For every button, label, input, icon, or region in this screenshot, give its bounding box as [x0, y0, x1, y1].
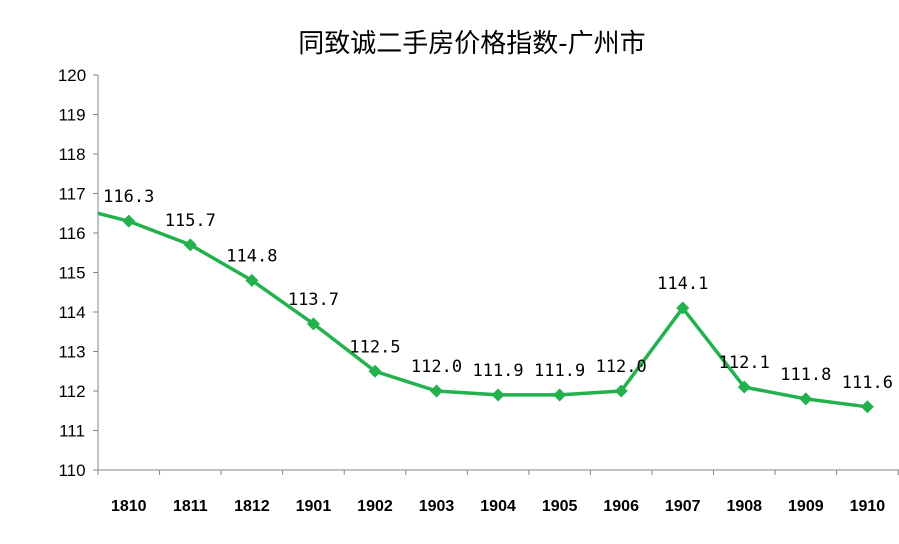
data-point-marker: [860, 400, 874, 414]
data-label: 114.1: [657, 274, 708, 294]
data-label: 114.8: [226, 246, 277, 266]
x-tick-label: 1905: [542, 498, 578, 515]
series-layer: [97, 211, 874, 414]
axes: [93, 74, 899, 475]
y-tick-label: 111: [59, 422, 85, 441]
data-point-marker: [676, 301, 690, 315]
data-label: 111.8: [780, 365, 831, 385]
data-label: 112.0: [411, 357, 462, 377]
data-point-marker: [430, 384, 444, 398]
data-label: 113.7: [288, 290, 339, 310]
data-label: 112.5: [349, 337, 400, 357]
x-tick-label: 1910: [850, 498, 886, 515]
x-tick-label: 1907: [665, 498, 701, 515]
y-tick-label: 118: [58, 145, 85, 164]
chart-title: 同致诚二手房价格指数-广州市: [298, 29, 645, 59]
x-tick-label: 1903: [419, 498, 455, 515]
data-point-marker: [122, 214, 136, 228]
data-point-marker: [183, 238, 197, 252]
x-tick-label: 1811: [173, 498, 208, 515]
x-tick-label: 1901: [296, 498, 332, 515]
y-tick-label: 115: [58, 264, 85, 283]
series-line: [97, 211, 868, 409]
data-label: 111.9: [534, 361, 585, 381]
x-tick-label: 1812: [234, 498, 270, 515]
data-label: 115.7: [165, 211, 216, 231]
data-point-marker: [245, 273, 259, 287]
data-point-marker: [737, 380, 751, 394]
y-tick-label: 110: [58, 461, 85, 480]
y-tick-label: 120: [58, 66, 86, 85]
y-tick-label: 119: [58, 106, 85, 125]
data-point-marker: [491, 388, 505, 402]
x-tick-label: 1909: [788, 498, 824, 515]
x-tick-label: 1810: [111, 498, 147, 515]
data-label: 112.1: [719, 353, 770, 373]
tick-labels: 110 111 112 113 114 115 116 117 118 119 120 1810 181…: [58, 66, 885, 515]
data-point-marker: [799, 392, 813, 406]
data-label: 112.0: [596, 357, 647, 377]
x-tick-label: 1902: [357, 498, 393, 515]
data-point-marker: [553, 388, 567, 402]
data-point-marker: [368, 364, 382, 378]
data-point-marker: [614, 384, 628, 398]
y-tick-label: 116: [58, 224, 85, 243]
y-tick-label: 114: [58, 303, 85, 322]
x-tick-label: 1908: [726, 498, 762, 515]
data-label: 116.3: [103, 187, 154, 207]
data-point-marker: [306, 317, 320, 331]
y-tick-label: 112: [58, 382, 85, 401]
x-tick-label: 1906: [603, 498, 639, 515]
y-tick-label: 113: [58, 343, 85, 362]
y-tick-label: 117: [58, 185, 85, 204]
x-tick-label: 1904: [480, 498, 516, 515]
data-label: 111.6: [842, 373, 893, 393]
data-labels: 116.3 115.7 114.8 113.7 112.5 112.0 111.9 111.9…: [103, 187, 893, 393]
data-label: 111.9: [472, 361, 523, 381]
